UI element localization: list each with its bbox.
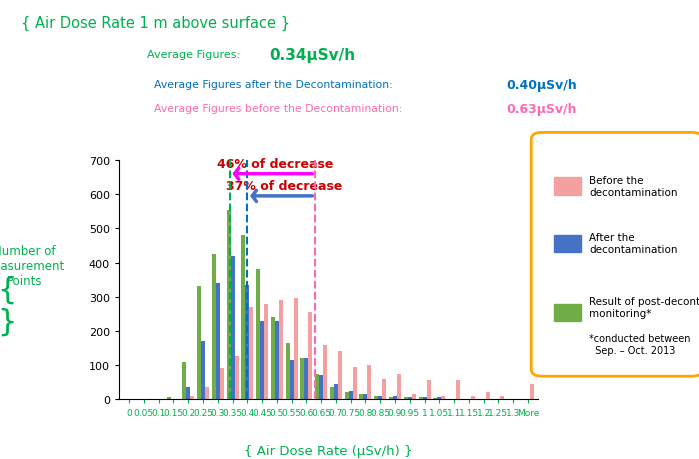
Bar: [216, 283, 219, 399]
Bar: [426, 381, 431, 399]
Bar: [374, 396, 378, 399]
Bar: [308, 313, 312, 399]
Bar: [219, 369, 224, 399]
Bar: [256, 270, 260, 399]
Text: 0.34μSv/h: 0.34μSv/h: [269, 48, 355, 62]
Text: Number of
Measurement
Points: Number of Measurement Points: [0, 245, 65, 288]
Text: }: }: [0, 307, 17, 336]
Bar: [286, 343, 289, 399]
Bar: [315, 374, 319, 399]
Bar: [319, 375, 323, 399]
Text: After the
decontamination: After the decontamination: [589, 233, 678, 254]
Bar: [408, 397, 412, 399]
Bar: [353, 367, 356, 399]
Bar: [441, 396, 445, 399]
Bar: [264, 304, 268, 399]
Bar: [389, 397, 393, 399]
Text: 37% of decrease: 37% of decrease: [226, 179, 343, 192]
Bar: [304, 358, 308, 399]
Bar: [368, 365, 371, 399]
Bar: [235, 357, 238, 399]
Bar: [404, 397, 408, 399]
Bar: [334, 384, 338, 399]
Bar: [190, 396, 194, 399]
Text: 46% of decrease: 46% of decrease: [217, 157, 333, 170]
Bar: [378, 396, 382, 399]
Bar: [212, 254, 216, 399]
Bar: [275, 321, 279, 399]
Text: Average Figures after the Decontamination:: Average Figures after the Decontaminatio…: [154, 80, 403, 90]
Bar: [279, 301, 283, 399]
Bar: [271, 318, 275, 399]
Bar: [471, 396, 475, 399]
Bar: [338, 352, 342, 399]
Bar: [250, 307, 253, 399]
Bar: [456, 381, 460, 399]
Bar: [359, 394, 363, 399]
Bar: [197, 287, 201, 399]
Bar: [186, 387, 190, 399]
Bar: [500, 396, 505, 399]
Bar: [201, 341, 205, 399]
Bar: [393, 396, 397, 399]
Text: Average Figures before the Decontamination:: Average Figures before the Decontaminati…: [154, 104, 409, 114]
Text: Average Figures:: Average Figures:: [147, 50, 247, 60]
Bar: [349, 391, 353, 399]
Bar: [363, 394, 368, 399]
Text: Before the
decontamination: Before the decontamination: [589, 176, 678, 197]
Text: 0.40μSv/h: 0.40μSv/h: [507, 78, 577, 91]
Bar: [438, 397, 441, 399]
Bar: [345, 392, 349, 399]
Bar: [205, 387, 209, 399]
Bar: [231, 256, 235, 399]
Bar: [241, 235, 245, 399]
Bar: [422, 397, 426, 399]
Text: 0.63μSv/h: 0.63μSv/h: [507, 103, 577, 116]
Bar: [486, 392, 489, 399]
Bar: [226, 210, 231, 399]
Bar: [182, 362, 186, 399]
Text: { Air Dose Rate 1 m above surface }: { Air Dose Rate 1 m above surface }: [21, 16, 290, 31]
Bar: [294, 299, 298, 399]
Text: Result of post-decontamination
monitoring*: Result of post-decontamination monitorin…: [589, 297, 699, 318]
Text: { Air Dose Rate (μSv/h) }: { Air Dose Rate (μSv/h) }: [244, 444, 413, 457]
Bar: [419, 397, 422, 399]
Bar: [301, 358, 304, 399]
Bar: [323, 345, 327, 399]
Bar: [330, 387, 334, 399]
Bar: [289, 360, 294, 399]
Bar: [382, 379, 386, 399]
Bar: [245, 285, 250, 399]
Bar: [168, 397, 171, 399]
Bar: [397, 374, 401, 399]
Text: {: {: [0, 274, 17, 304]
Bar: [433, 398, 438, 399]
Text: *conducted between
  Sep. – Oct. 2013: *conducted between Sep. – Oct. 2013: [589, 334, 691, 355]
Bar: [412, 394, 416, 399]
Bar: [260, 321, 264, 399]
Bar: [530, 384, 534, 399]
